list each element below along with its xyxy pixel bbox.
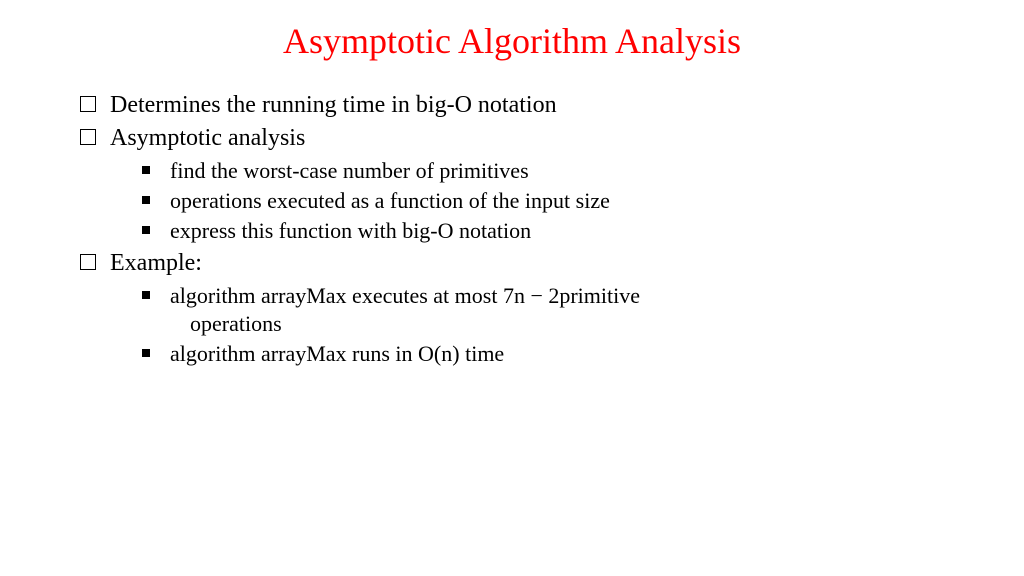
bullet-item: Example: bbox=[80, 250, 944, 277]
filled-square-icon bbox=[142, 291, 150, 299]
bullet-text: Asymptotic analysis bbox=[110, 125, 305, 151]
bullet-item: Determines the running time in big-O not… bbox=[80, 92, 944, 119]
bullet-text: Example: bbox=[110, 250, 202, 276]
bullet-text: algorithm arrayMax executes at most 7n −… bbox=[170, 283, 640, 308]
slide-title: Asymptotic Algorithm Analysis bbox=[80, 20, 944, 62]
sub-bullet-item: operations executed as a function of the… bbox=[80, 188, 944, 214]
filled-square-icon bbox=[142, 226, 150, 234]
bullet-item: Asymptotic analysis bbox=[80, 125, 944, 152]
bullet-text-continuation: operations bbox=[80, 311, 944, 337]
bullet-text: algorithm arrayMax runs in O(n) time bbox=[170, 341, 504, 366]
sub-bullet-item: express this function with big-O notatio… bbox=[80, 218, 944, 244]
filled-square-icon bbox=[142, 196, 150, 204]
sub-bullet-item: algorithm arrayMax executes at most 7n −… bbox=[80, 283, 944, 309]
hollow-square-icon bbox=[80, 129, 96, 145]
filled-square-icon bbox=[142, 349, 150, 357]
sub-bullet-item: find the worst-case number of primitives bbox=[80, 158, 944, 184]
bullet-text: Determines the running time in big-O not… bbox=[110, 92, 557, 118]
bullet-text: operations bbox=[190, 311, 282, 336]
filled-square-icon bbox=[142, 166, 150, 174]
bullet-text: operations executed as a function of the… bbox=[170, 188, 610, 213]
bullet-text: express this function with big-O notatio… bbox=[170, 218, 531, 243]
hollow-square-icon bbox=[80, 96, 96, 112]
hollow-square-icon bbox=[80, 254, 96, 270]
sub-bullet-item: algorithm arrayMax runs in O(n) time bbox=[80, 341, 944, 367]
bullet-text: find the worst-case number of primitives bbox=[170, 158, 529, 183]
